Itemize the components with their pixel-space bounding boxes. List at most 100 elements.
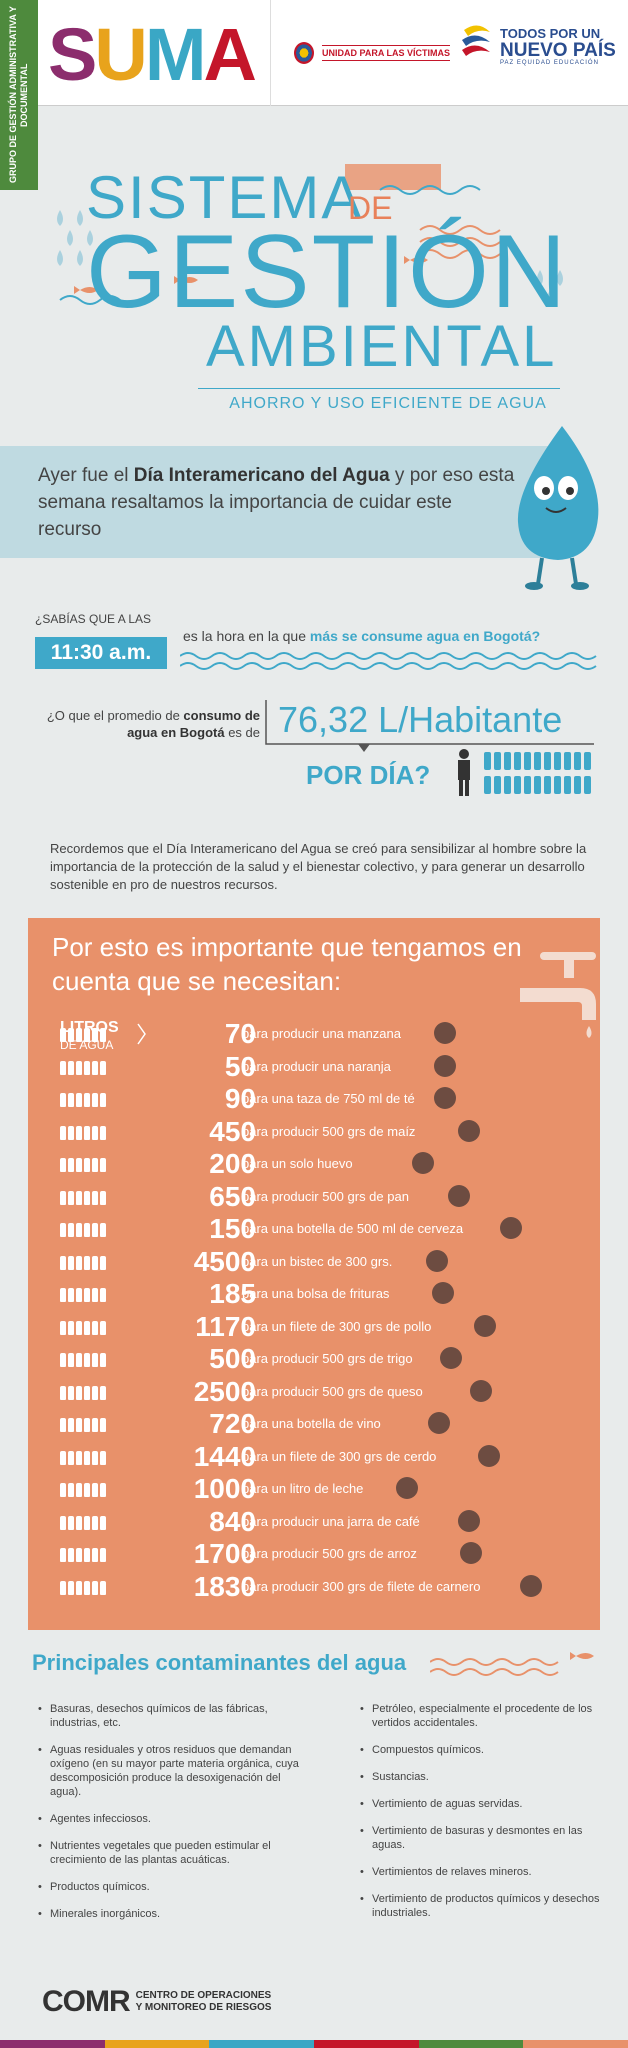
liters-description: para una botella de vino <box>242 1416 381 1431</box>
water-need-row: 840 para producir una jarra de café <box>28 1506 600 1538</box>
food-icon <box>520 1574 542 1597</box>
colombia-seal-icon <box>294 42 314 64</box>
food-icon <box>432 1282 454 1304</box>
todos-line1: TODOS POR UN <box>500 25 601 41</box>
comr-logo: COMR CENTRO DE OPERACIONES Y MONITOREO DE… <box>42 1985 271 2019</box>
panel-title: Por esto es importante que tengamos en c… <box>52 932 522 996</box>
liters-value: 650 <box>209 1180 256 1212</box>
liters-description: para producir 500 grs de trigo <box>242 1351 413 1366</box>
todos-line3: PAZ EQUIDAD EDUCACIÓN <box>500 59 599 66</box>
water-need-row: 150 para una botella de 500 ml de cerveza <box>28 1213 600 1245</box>
liters-value: 50 <box>224 1050 256 1082</box>
food-icon <box>396 1477 418 1499</box>
contaminante-item: Nutrientes vegetales que pueden estimula… <box>38 1839 308 1867</box>
liters-value: 150 <box>209 1213 256 1244</box>
chevron-right-icon <box>137 1023 146 1045</box>
wave-fish-decoration <box>430 1652 594 1676</box>
bottles-icon <box>60 1255 106 1270</box>
water-need-row: 650 para producir 500 grs de pan <box>28 1181 600 1213</box>
title-ambiental: AMBIENTAL <box>206 314 558 379</box>
bottles-icon <box>60 1450 106 1465</box>
liters-value: 70 <box>224 1018 256 1049</box>
bottles-icon <box>60 1060 106 1075</box>
water-need-row: 450 para producir 500 grs de maíz <box>28 1116 600 1148</box>
contaminante-item: Minerales inorgánicos. <box>38 1907 308 1921</box>
contaminante-item: Vertimiento de basuras y desmontes en la… <box>360 1824 600 1852</box>
contaminante-item: Agentes infecciosos. <box>38 1812 308 1826</box>
title-gestion: GESTIÓN <box>86 214 569 330</box>
bottles-icon <box>60 1125 106 1140</box>
water-need-row: 1700 para producir 500 grs de arroz <box>28 1538 600 1570</box>
food-icon <box>434 1054 456 1077</box>
contaminantes-left-list: Basuras, desechos químicos de las fábric… <box>38 1702 308 1934</box>
liters-description: para producir 500 grs de queso <box>242 1383 423 1399</box>
bottles-icon <box>60 1353 106 1367</box>
liters-value: 2500 <box>193 1375 256 1407</box>
food-icon <box>458 1119 480 1142</box>
food-icon <box>478 1444 500 1467</box>
liters-value: 450 <box>209 1115 256 1147</box>
contaminantes-right-list: Petróleo, especialmente el procedente de… <box>360 1702 600 1933</box>
liters-description: para producir 500 grs de pan <box>242 1188 409 1204</box>
food-icon <box>448 1184 470 1207</box>
liters-value: 1000 <box>193 1473 256 1504</box>
faucet-icon <box>520 952 596 1038</box>
liters-description: para producir una naranja <box>242 1058 391 1074</box>
victimas-logo: UNIDAD PARA LAS VÍCTIMAS <box>294 42 450 64</box>
liters-value: 1830 <box>193 1570 256 1602</box>
bottles-icon <box>60 1515 106 1530</box>
liters-value: 500 <box>209 1343 256 1374</box>
water-need-row: 2500 para producir 500 grs de queso <box>28 1376 600 1408</box>
bottles-icon <box>60 1385 106 1400</box>
contaminante-item: Compuestos químicos. <box>360 1743 600 1757</box>
liters-description: para un solo huevo <box>242 1156 353 1171</box>
contaminante-item: Vertimiento de productos químicos y dese… <box>360 1892 600 1920</box>
liters-value: 200 <box>209 1148 256 1179</box>
water-need-row: 1000 para un litro de leche <box>28 1473 600 1505</box>
food-icon <box>500 1217 522 1239</box>
liters-description: para producir 300 grs de filete de carne… <box>242 1578 481 1594</box>
contaminante-item: Vertimientos de relaves mineros. <box>360 1865 600 1879</box>
bottles-icon <box>60 1548 106 1562</box>
stat1-text: es la hora en la que más se consume agua… <box>183 628 541 644</box>
bottles-icon <box>60 1288 106 1302</box>
water-need-row: 1440 para un filete de 300 grs de cerdo <box>28 1441 600 1473</box>
liters-description: para producir una manzana <box>242 1026 401 1041</box>
food-icon <box>412 1152 434 1174</box>
water-need-row: 720 para una botella de vino <box>28 1408 600 1440</box>
bottles-icon <box>60 1093 106 1107</box>
water-need-row: 200 para un solo huevo <box>28 1148 600 1180</box>
liters-value: 1440 <box>193 1440 256 1472</box>
contaminante-item: Petróleo, especialmente el procedente de… <box>360 1702 600 1730</box>
food-icon <box>428 1412 450 1434</box>
liters-value: 90 <box>224 1083 256 1114</box>
nuevo-pais-mark-icon <box>462 25 490 56</box>
stat1-time: 11:30 a.m. <box>35 637 167 669</box>
liters-description: para una taza de 750 ml de té <box>242 1091 415 1106</box>
bottles-icon <box>60 1223 106 1237</box>
contaminante-item: Aguas residuales y otros residuos que de… <box>38 1743 308 1799</box>
liters-value: 1700 <box>193 1538 256 1569</box>
contaminante-item: Sustancias. <box>360 1770 600 1784</box>
water-need-row: 50 para producir una naranja <box>28 1051 600 1083</box>
liters-description: para producir 500 grs de arroz <box>242 1546 417 1561</box>
liters-value: 840 <box>209 1505 256 1537</box>
wave-decoration <box>180 652 597 670</box>
header <box>0 0 628 106</box>
water-needs-panel <box>28 918 600 1630</box>
comr-line2: Y MONITOREO DE RIESGOS <box>135 2002 272 2013</box>
intro-band <box>0 446 560 558</box>
water-need-row: 1170 para un filete de 300 grs de pollo <box>28 1311 600 1343</box>
todos-por-un-nuevo-pais-logo: TODOS POR UN NUEVO PAÍS PAZ EQUIDAD EDUC… <box>460 22 616 70</box>
contaminante-item: Basuras, desechos químicos de las fábric… <box>38 1702 308 1730</box>
header-divider <box>270 0 271 106</box>
water-drop-mascot-icon <box>517 426 599 590</box>
contaminante-item: Vertimiento de aguas servidas. <box>360 1797 600 1811</box>
intro-text: Ayer fue el Día Interamericano del Agua … <box>38 465 515 540</box>
stat2-liters: 76,32 L/Habitante <box>278 699 563 740</box>
liters-description: para un bistec de 300 grs. <box>242 1253 393 1269</box>
food-icon <box>426 1249 448 1272</box>
liters-description: para un litro de leche <box>242 1481 364 1496</box>
recordemos-text: Recordemos que el Día Interamericano del… <box>50 841 587 892</box>
title-subtitle: AHORRO Y USO EFICIENTE DE AGUA <box>229 395 547 412</box>
